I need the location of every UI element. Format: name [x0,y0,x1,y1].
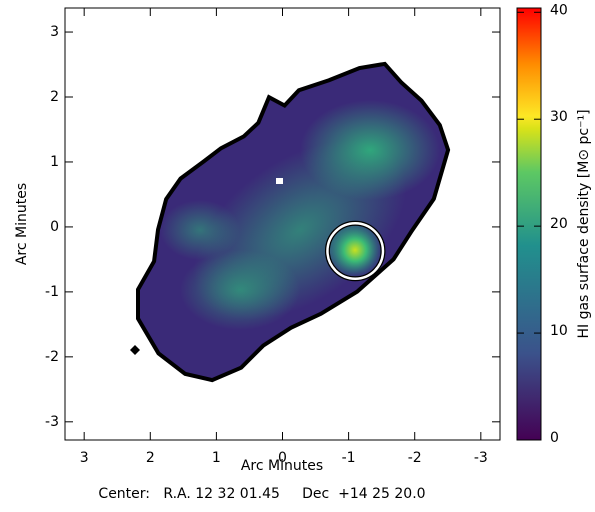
x-tick-label: 3 [80,450,89,466]
colorbar-tick-label: 20 [550,216,568,232]
colorbar-label: HI gas surface density [M⊙ pc⁻¹] [576,109,592,338]
y-tick-label: 3 [50,24,59,40]
footer: Center: R.A. 12 32 01.45 Dec +14 25 20.0 [98,486,425,502]
x-tick-label: -1 [342,450,356,466]
y-tick-label: -2 [45,349,59,365]
x-tick-label: 2 [146,450,155,466]
colorbar-frame [516,7,542,441]
colorbar-tick-label: 40 [550,2,568,18]
y-tick-label: 2 [50,89,59,105]
x-tick-label: -3 [474,450,488,466]
marker-circle [326,221,385,280]
x-tick-label: 0 [278,450,287,466]
x-tick-label: -2 [408,450,422,466]
y-tick-label: -1 [45,284,59,300]
colorbar [517,8,541,440]
colorbar-tick-label: 10 [550,323,568,339]
y-tick-label: 1 [50,154,59,170]
y-tick-label: 0 [50,219,59,235]
y-axis-label: Arc Minutes [14,183,30,265]
x-tick-label: 1 [212,450,221,466]
colorbar-tick-label: 30 [550,109,568,125]
colorbar-tick-label: 0 [550,430,559,446]
y-tick-label: -3 [45,414,59,430]
galaxy-map [130,66,446,378]
x-axis-label: Arc Minutes [241,458,323,474]
